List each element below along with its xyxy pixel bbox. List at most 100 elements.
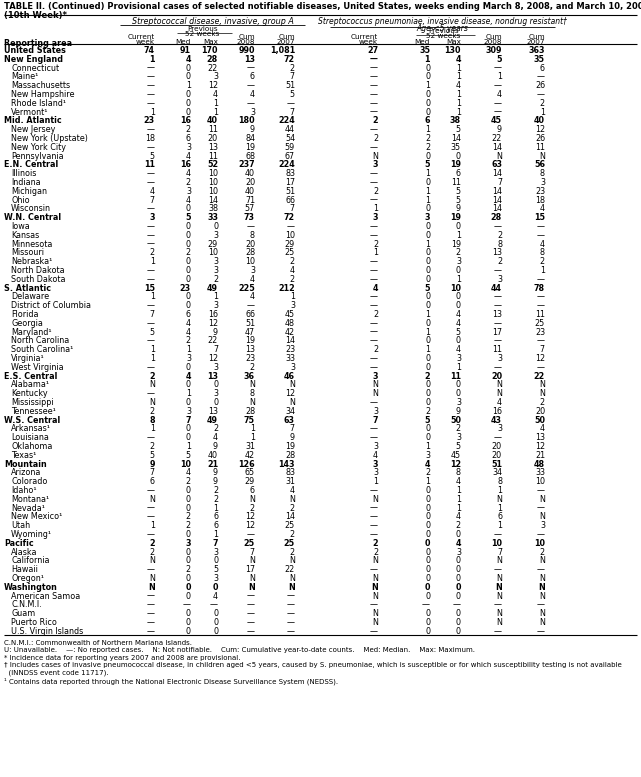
Text: 0: 0 xyxy=(456,627,461,636)
Text: 0: 0 xyxy=(425,363,430,372)
Text: —: — xyxy=(183,601,191,609)
Text: New Mexico¹: New Mexico¹ xyxy=(11,512,62,521)
Text: 4: 4 xyxy=(456,538,461,548)
Text: 2: 2 xyxy=(290,64,295,72)
Text: Louisiana: Louisiana xyxy=(11,434,49,442)
Text: 9: 9 xyxy=(456,204,461,214)
Text: 1: 1 xyxy=(456,231,461,240)
Text: —: — xyxy=(370,512,378,521)
Text: N: N xyxy=(539,609,545,618)
Text: —: — xyxy=(494,530,502,539)
Text: 7: 7 xyxy=(250,548,255,556)
Text: 6: 6 xyxy=(150,477,155,486)
Text: 0: 0 xyxy=(186,424,191,434)
Text: 0: 0 xyxy=(424,583,430,592)
Text: —: — xyxy=(453,601,461,609)
Text: 0: 0 xyxy=(456,266,461,275)
Text: 0: 0 xyxy=(425,266,430,275)
Text: 0: 0 xyxy=(425,336,430,346)
Text: N: N xyxy=(289,398,295,407)
Text: —: — xyxy=(287,618,295,627)
Text: 4: 4 xyxy=(290,266,295,275)
Text: —: — xyxy=(370,434,378,442)
Text: week: week xyxy=(359,39,378,45)
Text: 3: 3 xyxy=(213,266,218,275)
Text: N: N xyxy=(372,609,378,618)
Text: N: N xyxy=(496,609,502,618)
Text: 1: 1 xyxy=(425,125,430,134)
Text: 6: 6 xyxy=(540,64,545,72)
Text: —: — xyxy=(287,627,295,636)
Text: 0: 0 xyxy=(186,591,191,601)
Text: Max: Max xyxy=(203,39,218,45)
Text: 0: 0 xyxy=(186,363,191,372)
Text: 3: 3 xyxy=(497,275,502,284)
Text: Colorado: Colorado xyxy=(11,477,47,486)
Text: 14: 14 xyxy=(285,512,295,521)
Text: 6: 6 xyxy=(213,521,218,530)
Text: 22: 22 xyxy=(208,336,218,346)
Text: 72: 72 xyxy=(284,55,295,64)
Text: 3: 3 xyxy=(213,363,218,372)
Text: N: N xyxy=(249,556,255,566)
Text: 0: 0 xyxy=(425,301,430,310)
Text: 3: 3 xyxy=(456,398,461,407)
Text: 73: 73 xyxy=(244,213,255,222)
Text: N: N xyxy=(372,381,378,389)
Text: 15: 15 xyxy=(534,213,545,222)
Text: 1: 1 xyxy=(425,186,430,196)
Text: 7: 7 xyxy=(290,204,295,214)
Text: 0: 0 xyxy=(456,301,461,310)
Text: 3: 3 xyxy=(213,72,218,82)
Text: 29: 29 xyxy=(245,477,255,486)
Text: 1: 1 xyxy=(290,292,295,301)
Text: 2: 2 xyxy=(373,310,378,319)
Text: Delaware: Delaware xyxy=(11,292,49,301)
Text: 31: 31 xyxy=(245,442,255,451)
Text: 2: 2 xyxy=(186,249,191,257)
Text: 1: 1 xyxy=(150,354,155,363)
Text: Previous: Previous xyxy=(187,26,218,32)
Text: 3: 3 xyxy=(290,301,295,310)
Text: 0: 0 xyxy=(186,627,191,636)
Text: N: N xyxy=(496,495,502,503)
Text: —: — xyxy=(537,292,545,301)
Text: (10th Week)*: (10th Week)* xyxy=(4,11,67,20)
Text: 50: 50 xyxy=(534,416,545,424)
Text: 0: 0 xyxy=(456,565,461,574)
Text: South Carolina¹: South Carolina¹ xyxy=(11,345,73,354)
Text: N: N xyxy=(539,512,545,521)
Text: ¹ Contains data reported through the National Electronic Disease Surveillance Sy: ¹ Contains data reported through the Nat… xyxy=(4,677,338,685)
Text: 6: 6 xyxy=(250,486,255,495)
Text: 1: 1 xyxy=(425,442,430,451)
Text: —: — xyxy=(147,266,155,275)
Text: 2: 2 xyxy=(372,117,378,125)
Text: 3: 3 xyxy=(456,548,461,556)
Text: —: — xyxy=(370,90,378,99)
Text: —: — xyxy=(147,82,155,90)
Text: N: N xyxy=(496,618,502,627)
Text: N: N xyxy=(539,591,545,601)
Text: 2: 2 xyxy=(150,442,155,451)
Text: 11: 11 xyxy=(535,310,545,319)
Text: 25: 25 xyxy=(285,521,295,530)
Text: N: N xyxy=(289,381,295,389)
Text: 11: 11 xyxy=(208,125,218,134)
Text: 1: 1 xyxy=(456,72,461,82)
Text: N: N xyxy=(249,495,255,503)
Text: 54: 54 xyxy=(285,134,295,143)
Text: 12: 12 xyxy=(245,512,255,521)
Text: 0: 0 xyxy=(186,574,191,583)
Text: N: N xyxy=(496,591,502,601)
Text: 13: 13 xyxy=(492,249,502,257)
Text: 48: 48 xyxy=(285,319,295,328)
Text: —: — xyxy=(537,231,545,240)
Text: 0: 0 xyxy=(213,583,218,592)
Text: 0: 0 xyxy=(425,609,430,618)
Text: 48: 48 xyxy=(534,460,545,469)
Text: 2: 2 xyxy=(290,503,295,513)
Text: 3: 3 xyxy=(540,178,545,187)
Text: 4: 4 xyxy=(185,371,191,381)
Text: North Dakota: North Dakota xyxy=(11,266,65,275)
Text: 78: 78 xyxy=(534,284,545,293)
